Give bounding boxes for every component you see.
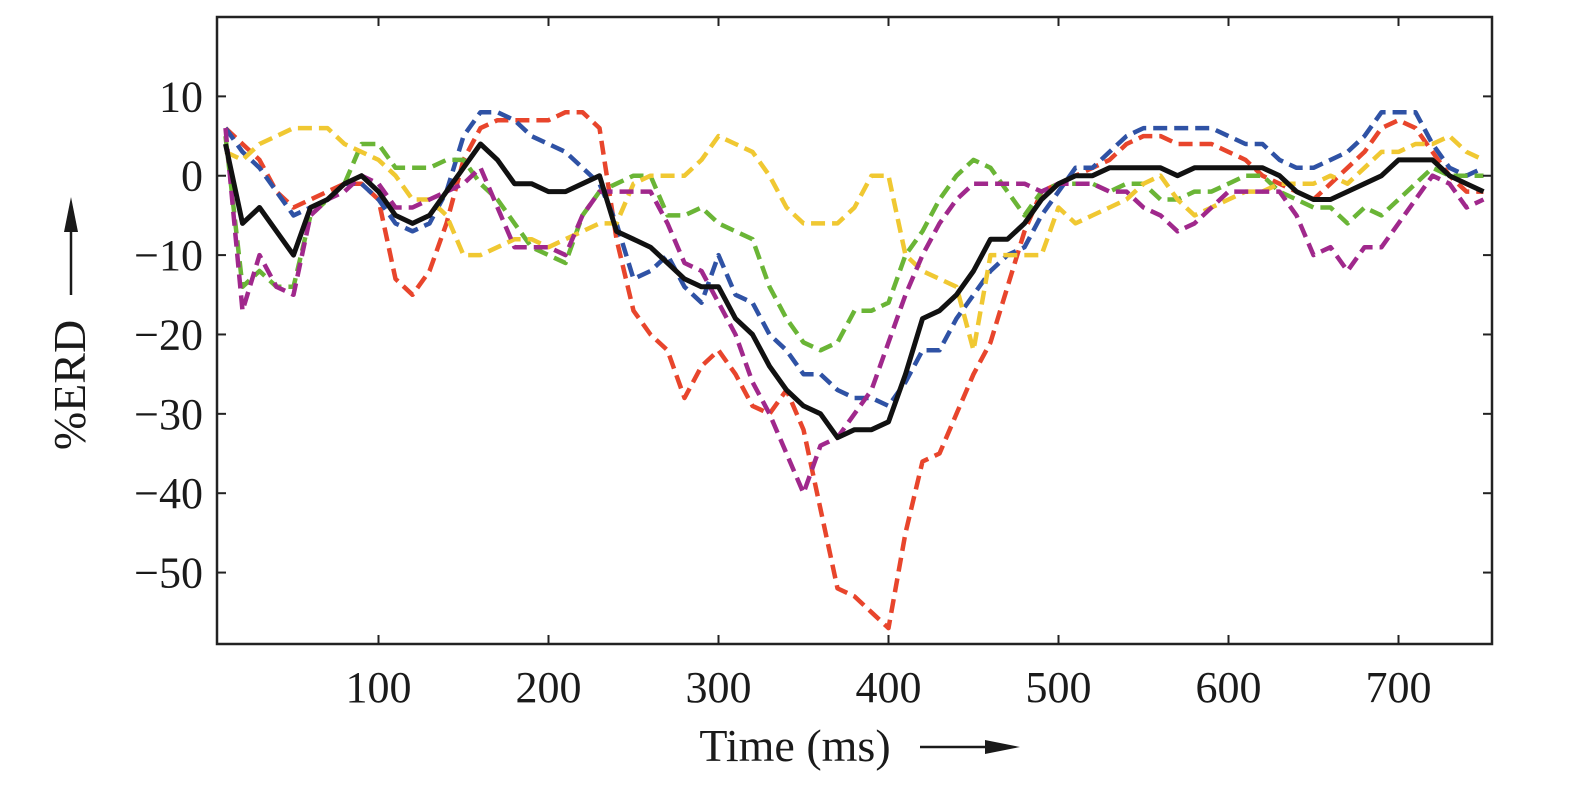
y-axis-arrow-icon [64,197,78,295]
series-line-4 [224,125,1485,353]
y-tick-label: −20 [134,310,203,359]
series-line-1 [223,109,1484,631]
x-tick-label: 500 [1026,663,1092,712]
series-layer [223,109,1485,631]
x-tick-label: 400 [856,663,922,712]
x-axis-title: Time (ms) [699,720,890,771]
x-tick-label: 200 [516,663,582,712]
x-tick-label: 600 [1196,663,1262,712]
y-tick-label: −50 [134,549,203,598]
y-axis-title: %ERD [44,320,95,450]
x-axis-arrow-icon [920,740,1020,754]
y-tick-label: 10 [159,72,203,121]
y-tick-label: 0 [181,152,203,201]
plot-frame [215,15,1494,646]
series-line-mean [223,141,1485,441]
series-line-5 [223,127,1485,496]
y-tick-label: −30 [134,390,203,439]
x-tick-label: 300 [686,663,752,712]
x-tick-label: 100 [346,663,412,712]
y-tick-label: −10 [134,231,203,280]
x-tick-label: 700 [1366,663,1432,712]
series-line-2 [223,109,1485,409]
y-tick-label: −40 [134,469,203,518]
